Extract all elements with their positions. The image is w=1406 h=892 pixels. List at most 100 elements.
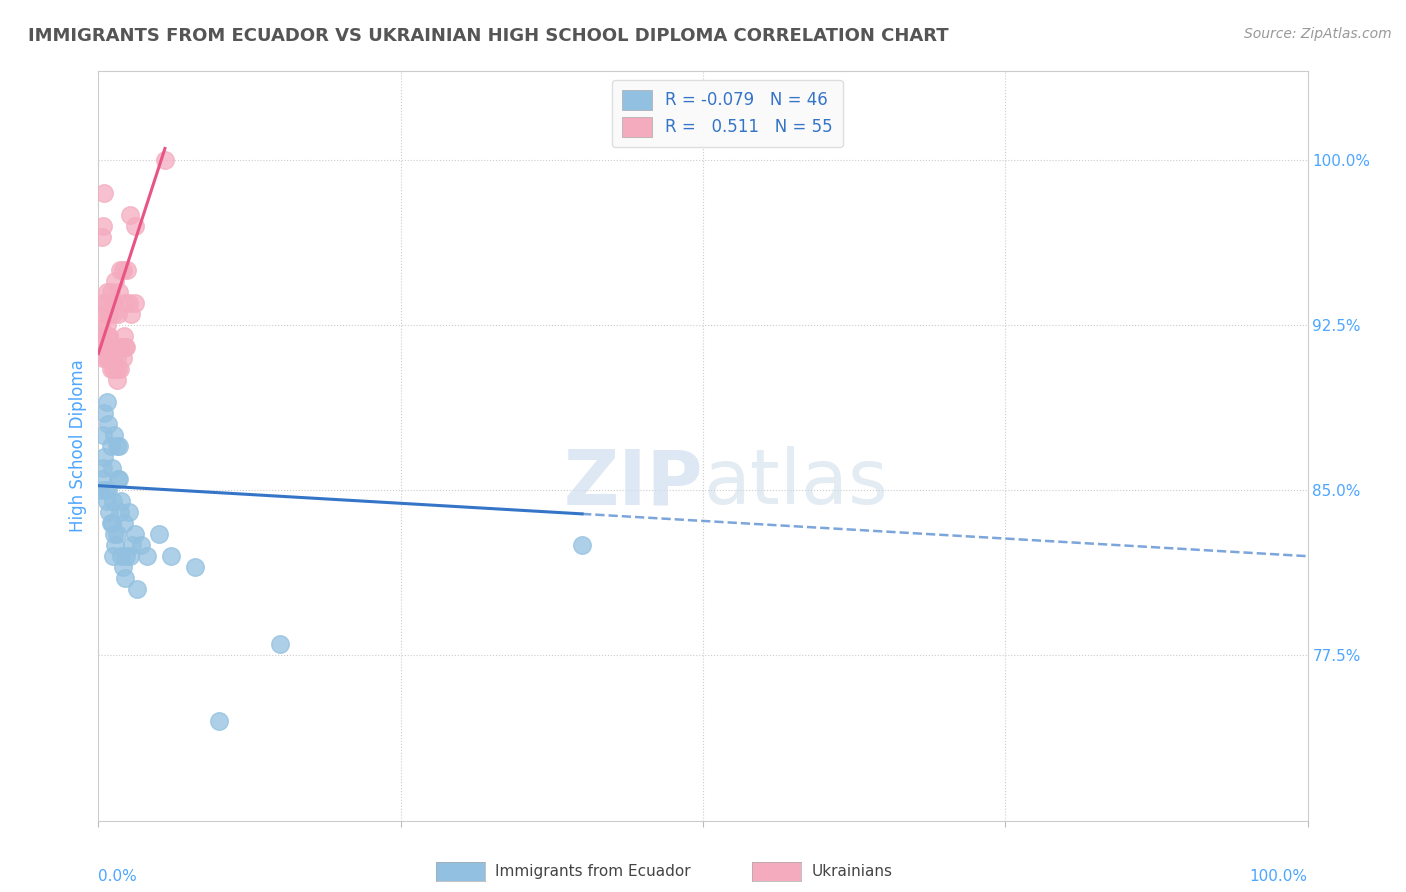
Point — [100, 295, 122, 310]
Text: Source: ZipAtlas.com: Source: ZipAtlas.com — [1244, 27, 1392, 41]
Point — [96, 285, 118, 299]
Point — [107, 472, 129, 486]
Text: 100.0%: 100.0% — [1250, 870, 1308, 884]
Point — [115, 340, 138, 354]
Point — [118, 295, 141, 310]
Point — [105, 351, 128, 365]
Point — [101, 307, 124, 321]
Point — [101, 494, 124, 508]
Point — [108, 472, 131, 486]
Point — [571, 538, 593, 552]
Point — [100, 516, 122, 530]
Point — [115, 549, 138, 564]
Point — [97, 417, 120, 431]
Point — [114, 340, 136, 354]
Point — [100, 362, 122, 376]
Point — [100, 351, 122, 365]
Point — [124, 219, 146, 233]
Point — [91, 229, 114, 244]
Point — [90, 483, 112, 497]
Point — [100, 340, 122, 354]
Point — [111, 262, 134, 277]
Text: 0.0%: 0.0% — [98, 870, 138, 884]
Point — [105, 439, 128, 453]
Point — [98, 307, 121, 321]
Point — [91, 461, 114, 475]
Point — [96, 340, 118, 354]
Point — [91, 219, 114, 233]
Point — [127, 582, 149, 597]
Point — [103, 527, 125, 541]
Point — [121, 538, 143, 552]
Point — [96, 395, 118, 409]
Point — [114, 571, 136, 585]
Y-axis label: High School Diploma: High School Diploma — [69, 359, 87, 533]
Point — [100, 516, 122, 530]
Point — [108, 505, 131, 519]
Point — [108, 285, 131, 299]
Point — [91, 472, 114, 486]
Point — [91, 428, 114, 442]
Point — [98, 340, 121, 354]
Text: atlas: atlas — [703, 447, 887, 520]
Point — [153, 153, 176, 167]
Point — [120, 307, 142, 321]
Point — [91, 328, 114, 343]
Point — [118, 505, 141, 519]
Point — [104, 538, 127, 552]
Point — [103, 351, 125, 365]
Point — [91, 295, 114, 310]
Point — [118, 208, 141, 222]
Point — [97, 483, 120, 497]
Point — [94, 328, 117, 343]
Point — [111, 351, 134, 365]
Text: Ukrainians: Ukrainians — [811, 864, 893, 879]
Point — [101, 362, 124, 376]
Point — [100, 461, 122, 475]
Point — [91, 351, 114, 365]
Point — [104, 274, 127, 288]
Point — [107, 307, 129, 321]
Point — [112, 516, 135, 530]
Point — [90, 318, 112, 332]
Point — [97, 307, 120, 321]
Text: Immigrants from Ecuador: Immigrants from Ecuador — [495, 864, 690, 879]
Point — [93, 307, 115, 321]
Point — [129, 538, 152, 552]
Point — [98, 505, 121, 519]
Point — [269, 637, 291, 651]
Point — [117, 262, 139, 277]
Point — [108, 262, 131, 277]
Point — [101, 549, 124, 564]
Point — [108, 439, 131, 453]
Point — [98, 328, 121, 343]
Point — [100, 439, 122, 453]
Point — [110, 549, 132, 564]
Point — [93, 406, 115, 420]
Point — [105, 527, 128, 541]
Point — [124, 295, 146, 310]
Point — [91, 340, 114, 354]
Point — [148, 527, 170, 541]
Text: ZIP: ZIP — [564, 447, 703, 520]
Point — [94, 483, 117, 497]
Point — [94, 295, 117, 310]
Point — [103, 295, 125, 310]
Point — [104, 362, 127, 376]
Point — [94, 351, 117, 365]
Point — [105, 373, 128, 387]
Point — [111, 560, 134, 574]
Point — [100, 285, 122, 299]
Point — [112, 328, 135, 343]
Point — [114, 295, 136, 310]
Point — [97, 351, 120, 365]
Point — [108, 340, 131, 354]
Point — [110, 494, 132, 508]
Point — [93, 186, 115, 200]
Point — [160, 549, 183, 564]
Point — [110, 340, 132, 354]
Legend: R = -0.079   N = 46, R =   0.511   N = 55: R = -0.079 N = 46, R = 0.511 N = 55 — [612, 79, 842, 147]
Point — [93, 450, 115, 464]
Point — [108, 362, 131, 376]
Point — [135, 549, 157, 564]
